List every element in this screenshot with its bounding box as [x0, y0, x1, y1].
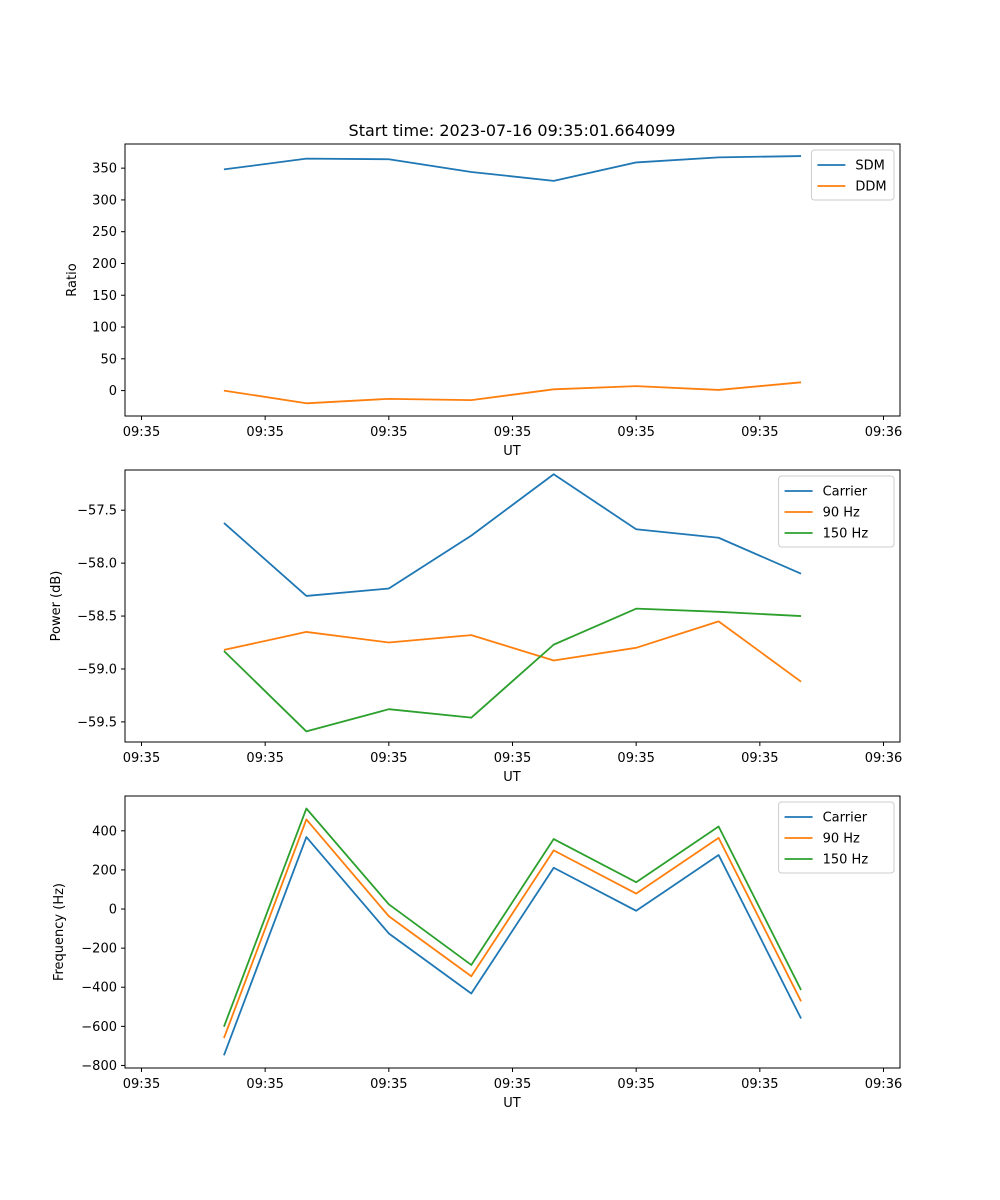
- x-tick-label: 09:35: [123, 751, 160, 766]
- x-tick-label: 09:35: [741, 1077, 778, 1092]
- legend-label: 150 Hz: [823, 853, 869, 868]
- legend-label: 90 Hz: [823, 832, 860, 847]
- y-tick-label: −600: [81, 1020, 117, 1035]
- x-tick-label: 09:36: [865, 425, 902, 440]
- panel-2: 09:35 09:35 09:35 09:35 09:35 09:35 09:36 −59.5…: [49, 470, 902, 785]
- y-tick-label: 200: [92, 863, 117, 878]
- legend: SDM DDM: [811, 150, 894, 200]
- y-tick-label: −58.0: [77, 557, 117, 572]
- figure: Start time: 2023-07-16 09:35:01.664099 0…: [0, 0, 1000, 1200]
- y-tick-label: 250: [92, 225, 117, 240]
- y-tick-label: 350: [92, 162, 117, 177]
- x-tick-label: 09:36: [865, 751, 902, 766]
- y-tick-label: 100: [92, 321, 117, 336]
- panel-1: 09:35 09:35 09:35 09:35 09:35 09:35 09:36 0 50 10…: [65, 144, 902, 459]
- x-tick-label: 09:35: [494, 425, 531, 440]
- legend-label: Carrier: [823, 485, 868, 500]
- y-axis-label: Frequency (Hz): [52, 883, 67, 981]
- y-tick-label: −59.0: [77, 662, 117, 677]
- x-tick-label: 09:35: [494, 1077, 531, 1092]
- y-tick-label: 400: [92, 824, 117, 839]
- plot-area: [125, 144, 900, 416]
- y-axis-label: Ratio: [65, 263, 80, 296]
- x-tick-label: 09:35: [370, 1077, 407, 1092]
- legend-label: Carrier: [823, 811, 868, 826]
- y-tick-label: −800: [81, 1059, 117, 1074]
- y-tick-label: 300: [92, 193, 117, 208]
- y-tick-label: 150: [92, 289, 117, 304]
- x-tick-label: 09:35: [123, 1077, 160, 1092]
- x-tick-label: 09:35: [617, 1077, 654, 1092]
- x-axis-label: UT: [503, 770, 521, 785]
- x-axis-label: UT: [503, 444, 521, 459]
- y-tick-label: 50: [100, 352, 117, 367]
- y-tick-label: −400: [81, 981, 117, 996]
- x-axis-label: UT: [503, 1096, 521, 1111]
- legend: Carrier 90 Hz 150 Hz: [779, 476, 894, 547]
- x-tick-label: 09:35: [123, 425, 160, 440]
- x-tick-label: 09:35: [370, 751, 407, 766]
- x-tick-label: 09:35: [246, 1077, 283, 1092]
- panel-3: 09:35 09:35 09:35 09:35 09:35 09:35 09:36 −800 −…: [52, 796, 902, 1111]
- figure-title: Start time: 2023-07-16 09:35:01.664099: [349, 121, 676, 140]
- x-tick-label: 09:35: [246, 751, 283, 766]
- y-tick-label: 200: [92, 257, 117, 272]
- legend-label: 90 Hz: [823, 506, 860, 521]
- y-tick-label: 0: [109, 903, 117, 918]
- legend-label: 150 Hz: [823, 527, 869, 542]
- x-tick-label: 09:35: [617, 425, 654, 440]
- legend: Carrier 90 Hz 150 Hz: [779, 802, 894, 873]
- y-tick-label: −58.5: [77, 610, 117, 625]
- y-tick-label: 0: [109, 384, 117, 399]
- x-tick-label: 09:35: [246, 425, 283, 440]
- y-tick-label: −57.5: [77, 504, 117, 519]
- y-tick-label: −59.5: [77, 715, 117, 730]
- x-tick-label: 09:36: [865, 1077, 902, 1092]
- legend-label: DDM: [855, 180, 886, 195]
- y-tick-label: −200: [81, 942, 117, 957]
- x-tick-label: 09:35: [494, 751, 531, 766]
- x-tick-label: 09:35: [617, 751, 654, 766]
- y-axis-label: Power (dB): [49, 571, 64, 642]
- x-tick-label: 09:35: [741, 751, 778, 766]
- legend-label: SDM: [855, 159, 884, 174]
- x-tick-label: 09:35: [370, 425, 407, 440]
- x-tick-label: 09:35: [741, 425, 778, 440]
